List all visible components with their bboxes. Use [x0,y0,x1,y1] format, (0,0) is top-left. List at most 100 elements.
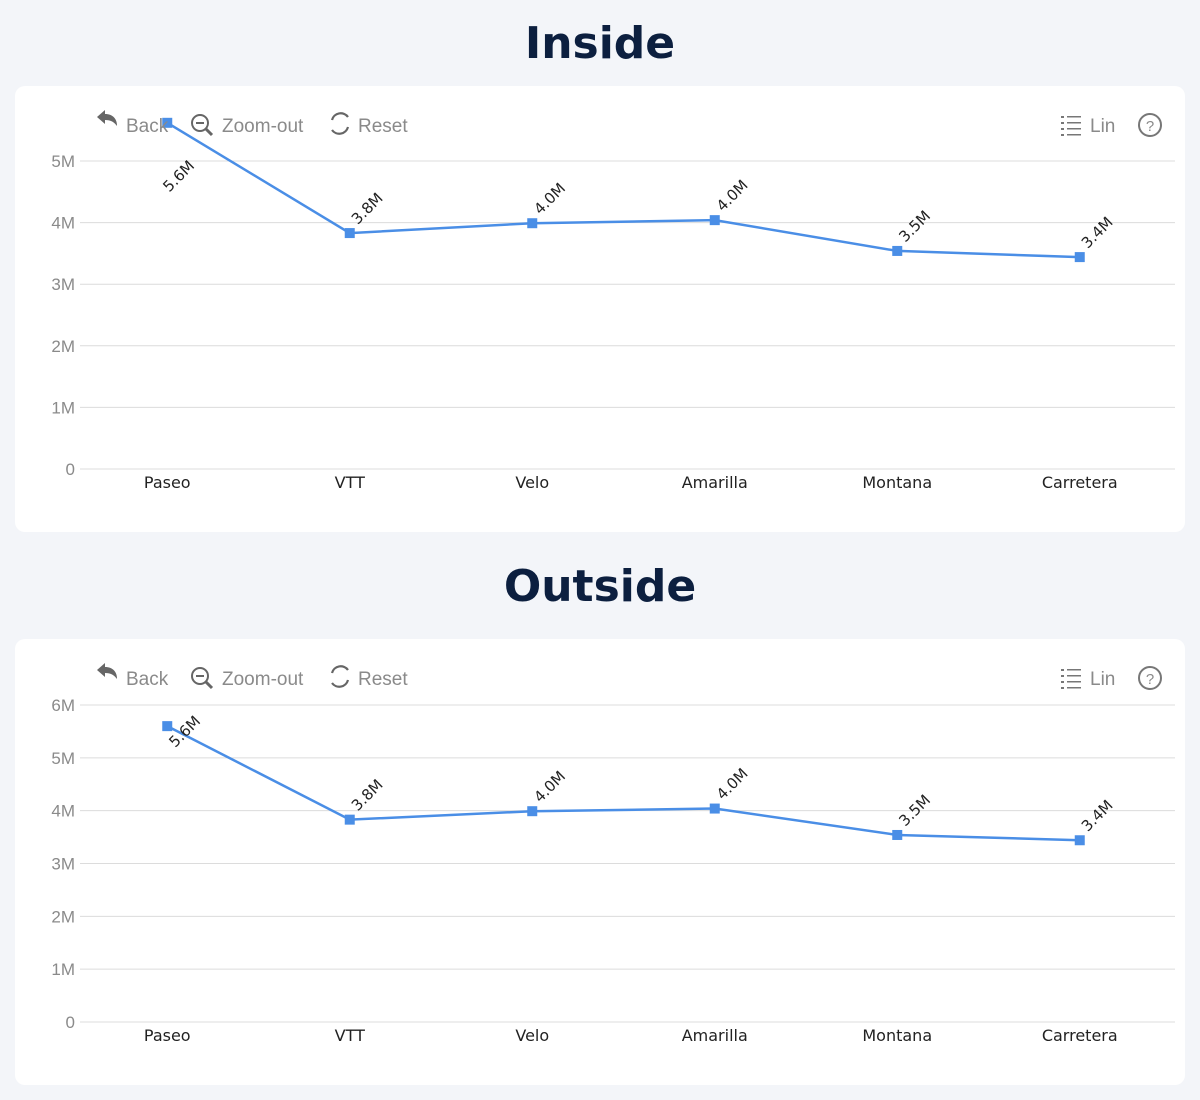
reset-icon [330,665,350,688]
list-icon-line [1067,116,1081,118]
list-icon-dot [1061,675,1064,677]
data-point[interactable] [1074,252,1085,263]
zoom-out-button[interactable]: Zoom-out [191,114,304,137]
y-tick-label: 4M [51,214,75,233]
list-icon-line [1067,681,1081,683]
list-icon-line [1067,122,1081,124]
series-line [166,121,1080,259]
help-icon [1138,113,1162,137]
scale-toggle-button[interactable]: Lin [1061,116,1115,137]
scale-label: Lin [1090,116,1115,137]
list-icon-dot [1061,687,1064,689]
reset-label: Reset [358,669,408,690]
chart-card-inside: 0 1M 2M 3M 4M 5M Paseo VTT Velo Amarilla Montana Ca… [15,86,1185,532]
y-tick-label: 3M [51,275,75,294]
x-tick-label: Paseo [144,1026,191,1045]
x-tick-label: Paseo [144,473,191,492]
back-button[interactable]: Back [97,110,169,137]
data-label: 3.8M [348,776,387,815]
list-icon-line [1067,128,1081,130]
scale-label: Lin [1090,669,1115,690]
list-icon-dot [1061,128,1064,130]
back-label: Back [126,116,169,137]
data-point[interactable] [344,814,355,825]
data-label: 4.0M [713,765,752,804]
zoom-out-label: Zoom-out [222,116,304,137]
chart-title-inside: Inside [524,18,676,69]
reset-button[interactable]: Reset [330,665,408,690]
data-point[interactable] [344,228,355,239]
x-tick-label: Amarilla [682,473,748,492]
data-point[interactable] [709,215,720,226]
data-point[interactable] [162,117,173,128]
list-icon-line [1067,675,1081,677]
help-icon [1138,666,1162,690]
y-tick-label: 5M [51,152,75,171]
list-icon-dot [1061,122,1064,124]
data-label: 4.0M [713,176,752,215]
x-tick-label: VTT [335,473,365,492]
chart-card-outside: 0 1M 2M 3M 4M 5M 6M Paseo VTT Velo Amarilla Montana… [15,639,1185,1085]
back-button[interactable]: Back [97,663,169,690]
list-icon-line [1067,669,1081,671]
data-point[interactable] [1074,835,1085,846]
x-tick-label: Amarilla [682,1026,748,1045]
x-tick-label: Velo [515,1026,549,1045]
y-tick-label: 0 [66,1013,75,1032]
y-tick-label: 2M [51,337,75,356]
data-label: 3.8M [348,189,387,228]
data-label: 5.6M [165,712,204,751]
x-tick-label: Montana [862,473,932,492]
list-icon-line [1067,687,1081,689]
help-button[interactable]: ? [1138,666,1162,690]
y-tick-label: 1M [51,960,75,979]
zoom-out-button[interactable]: Zoom-out [191,667,304,690]
list-icon-dot [1061,681,1064,683]
y-tick-label: 2M [51,907,75,926]
x-tick-label: Carretera [1042,473,1118,492]
zoom-out-icon [191,114,209,132]
data-label: 3.5M [895,207,934,246]
list-icon-dot [1061,134,1064,136]
data-label: 3.4M [1078,796,1117,835]
chart-title-outside: Outside [503,561,697,612]
back-icon [97,110,117,126]
x-tick-label: Velo [515,473,549,492]
data-label: 5.6M [159,157,198,196]
x-tick-label: Montana [862,1026,932,1045]
back-icon [97,663,117,679]
y-tick-label: 5M [51,749,75,768]
reset-button[interactable]: Reset [330,112,408,137]
back-label: Back [126,669,169,690]
list-icon-line [1067,134,1081,136]
line-chart-inside: 0 1M 2M 3M 4M 5M Paseo VTT Velo Amarilla Montana Ca… [51,110,1175,492]
data-point[interactable] [892,245,903,256]
y-tick-label: 6M [51,696,75,715]
reset-label: Reset [358,116,408,137]
series-line [166,725,1080,842]
zoom-out-icon [191,667,209,685]
zoom-out-label: Zoom-out [222,669,304,690]
help-label: ? [1146,671,1154,688]
data-point[interactable] [527,218,538,229]
list-icon-dot [1061,669,1064,671]
x-tick-label: Carretera [1042,1026,1118,1045]
list-icon-dot [1061,116,1064,118]
data-point[interactable] [892,829,903,840]
line-chart-outside: 0 1M 2M 3M 4M 5M 6M Paseo VTT Velo Amarilla Montana… [51,663,1175,1045]
scale-toggle-button[interactable]: Lin [1061,669,1115,690]
y-tick-label: 4M [51,802,75,821]
help-label: ? [1146,118,1154,135]
data-point[interactable] [162,721,173,732]
help-button[interactable]: ? [1138,113,1162,137]
reset-icon [330,112,350,135]
x-tick-label: VTT [335,1026,365,1045]
zoom-out-icon-handle [204,127,214,137]
y-tick-label: 0 [66,460,75,479]
data-label: 4.0M [530,179,569,218]
data-point[interactable] [709,803,720,814]
zoom-out-icon-handle [204,680,214,690]
data-point[interactable] [527,806,538,817]
data-label: 4.0M [530,767,569,806]
y-tick-label: 3M [51,855,75,874]
